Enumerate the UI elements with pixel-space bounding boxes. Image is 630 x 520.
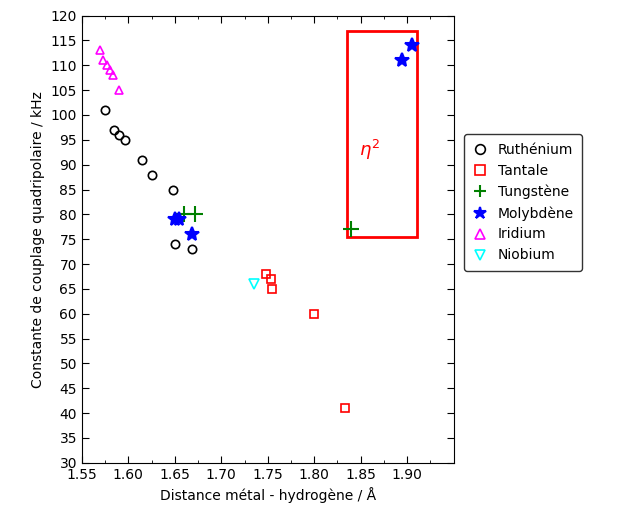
Bar xyxy=(346,31,417,237)
Legend: Ruthénium, Tantale, Tungstène, Molybdène, Iridium, Niobium: Ruthénium, Tantale, Tungstène, Molybdène… xyxy=(464,134,582,271)
Text: $\eta^2$: $\eta^2$ xyxy=(360,138,381,162)
X-axis label: Distance métal - hydrogène / Å: Distance métal - hydrogène / Å xyxy=(159,487,376,503)
Y-axis label: Constante de couplage quadripolaire / kHz: Constante de couplage quadripolaire / kH… xyxy=(31,91,45,387)
